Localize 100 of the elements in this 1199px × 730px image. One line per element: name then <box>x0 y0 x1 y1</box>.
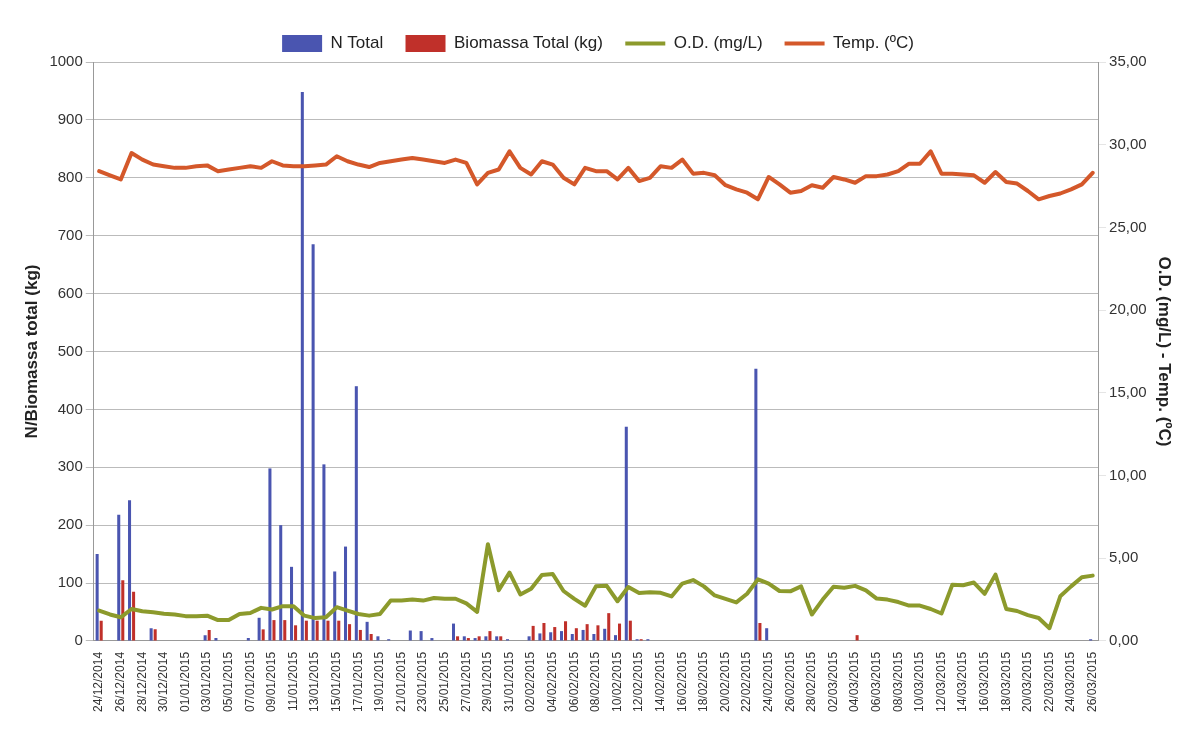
bar <box>337 620 341 641</box>
bar <box>257 617 261 641</box>
bar <box>603 628 607 641</box>
bar <box>376 636 380 641</box>
x-tick-label: 02/02/2015 <box>523 651 538 712</box>
bar <box>95 554 99 641</box>
y-tick-label: 500 <box>57 341 83 359</box>
bar <box>326 620 330 641</box>
x-tick-label: 26/03/2015 <box>1084 651 1099 712</box>
y-tick-label: 100 <box>57 573 83 591</box>
bar <box>592 633 596 641</box>
x-tick-label: 18/03/2015 <box>998 651 1013 712</box>
bar <box>581 629 585 641</box>
x-tick-label: 08/03/2015 <box>890 651 905 712</box>
x-tick-label: 08/02/2015 <box>588 651 603 712</box>
bar <box>283 620 287 641</box>
bar <box>294 625 298 641</box>
x-tick-label: 29/01/2015 <box>480 651 495 712</box>
y2-tick-label: 10,00 <box>1109 465 1147 483</box>
bar <box>765 628 769 641</box>
y-tick-label: 700 <box>57 225 83 243</box>
bar <box>531 625 535 641</box>
x-tick-label: 22/02/2015 <box>739 651 754 712</box>
bar <box>272 620 276 641</box>
bar <box>754 368 758 641</box>
x-tick-label: 21/01/2015 <box>393 651 408 712</box>
y2-tick-label: 0,00 <box>1109 631 1139 649</box>
bar <box>624 426 628 641</box>
bar <box>499 636 503 641</box>
x-tick-label: 22/03/2015 <box>1041 651 1056 712</box>
bar <box>758 622 762 641</box>
bar <box>203 635 207 641</box>
bar <box>495 636 499 641</box>
bar <box>268 468 272 641</box>
x-tick-label: 05/01/2015 <box>221 651 236 712</box>
x-tick-label: 17/01/2015 <box>350 651 365 712</box>
bar <box>596 625 600 641</box>
y-axis-title: N/Biomassa total (kg) <box>21 264 41 439</box>
legend-label: Temp. (ºC) <box>833 33 914 53</box>
bar <box>369 633 373 641</box>
legend-label: N Total <box>330 33 384 53</box>
x-tick-label: 25/01/2015 <box>437 651 452 712</box>
bar <box>585 624 589 641</box>
y-tick-label: 900 <box>57 110 83 128</box>
x-tick-label: 18/02/2015 <box>696 651 711 712</box>
x-tick-label: 07/01/2015 <box>242 651 257 712</box>
bar <box>207 629 211 641</box>
bar <box>128 500 132 641</box>
bar <box>462 636 466 641</box>
bar <box>290 566 294 641</box>
bar <box>261 629 265 641</box>
bar <box>574 628 578 641</box>
legend-label: Biomassa Total (kg) <box>454 33 603 53</box>
bar <box>315 620 319 641</box>
bar <box>628 620 632 641</box>
bar <box>553 627 557 641</box>
bar <box>618 623 622 641</box>
x-tick-label: 20/02/2015 <box>717 651 732 712</box>
y-tick-label: 300 <box>57 457 83 475</box>
bar <box>538 633 542 641</box>
x-tick-label: 02/03/2015 <box>825 651 840 712</box>
bar <box>311 244 315 641</box>
bar <box>564 621 568 641</box>
bar <box>121 580 125 641</box>
bar <box>488 631 492 641</box>
bar <box>484 636 488 641</box>
x-tick-label: 24/12/2014 <box>91 651 106 712</box>
y2-tick-label: 35,00 <box>1109 52 1147 70</box>
bar <box>570 633 574 641</box>
bar <box>419 631 423 641</box>
x-tick-label: 14/03/2015 <box>955 651 970 712</box>
x-tick-label: 14/02/2015 <box>653 651 668 712</box>
bar <box>607 613 611 641</box>
y2-tick-label: 20,00 <box>1109 300 1147 318</box>
x-tick-label: 09/01/2015 <box>264 651 279 712</box>
x-tick-label: 16/03/2015 <box>976 651 991 712</box>
x-tick-label: 04/02/2015 <box>545 651 560 712</box>
x-tick-label: 06/03/2015 <box>869 651 883 712</box>
bar <box>477 636 481 641</box>
bar <box>153 629 157 641</box>
x-tick-label: 26/02/2015 <box>782 651 797 712</box>
bar <box>304 620 308 641</box>
x-tick-label: 28/12/2014 <box>134 651 149 712</box>
y-tick-label: 400 <box>57 399 83 417</box>
x-tick-label: 15/01/2015 <box>329 651 344 712</box>
x-tick-label: 03/01/2015 <box>199 651 214 712</box>
x-tick-label: 12/03/2015 <box>933 651 948 712</box>
y-tick-label: 600 <box>57 283 83 301</box>
y2-tick-label: 30,00 <box>1109 134 1147 152</box>
bar <box>456 636 460 641</box>
y2-tick-label: 25,00 <box>1109 217 1147 235</box>
y2-tick-label: 15,00 <box>1109 382 1147 400</box>
y-tick-label: 200 <box>57 515 83 533</box>
bar <box>354 386 358 641</box>
y-tick-label: 1000 <box>49 52 83 70</box>
x-tick-label: 01/01/2015 <box>177 651 192 712</box>
x-tick-label: 20/03/2015 <box>1020 651 1035 712</box>
bar <box>549 632 553 641</box>
bar <box>408 630 412 641</box>
bar <box>322 464 326 641</box>
